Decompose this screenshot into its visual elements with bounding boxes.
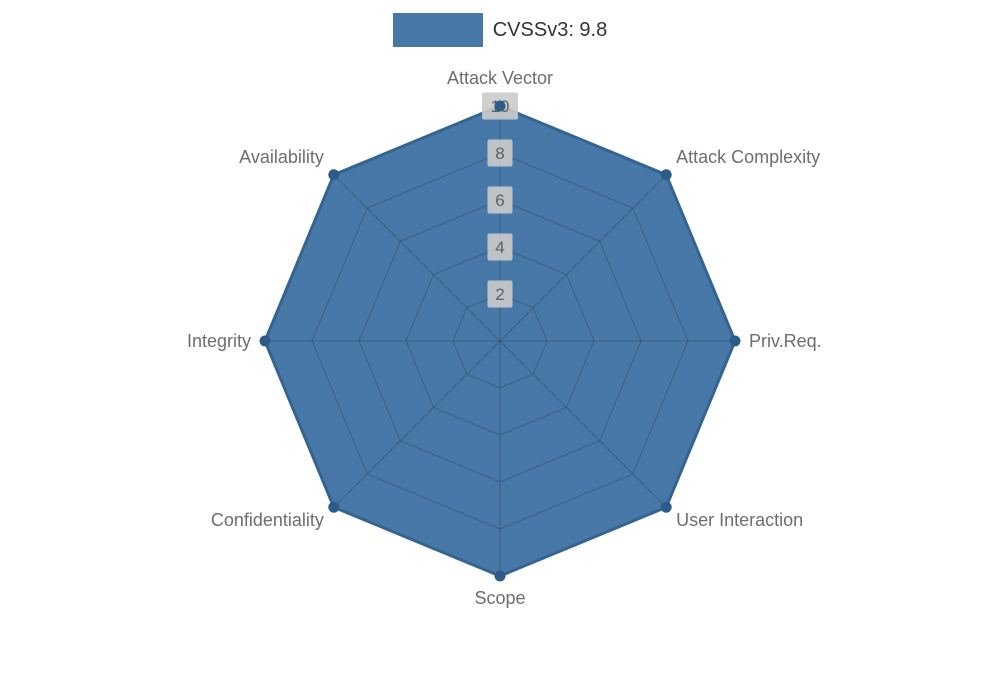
grid-ring bbox=[452, 293, 548, 389]
axis-label-scope: Scope bbox=[474, 588, 525, 608]
grid-spoke bbox=[499, 340, 667, 508]
grid-ring bbox=[358, 199, 642, 483]
legend-label: CVSSv3: 9.8 bbox=[492, 18, 608, 41]
legend-swatch bbox=[392, 13, 483, 47]
grid-spoke bbox=[333, 174, 501, 342]
vertex-dot bbox=[729, 335, 741, 347]
axis-label-attack-vector: Attack Vector bbox=[447, 68, 553, 88]
vertex-dot bbox=[328, 169, 340, 181]
tick-label-bg bbox=[487, 280, 513, 308]
axis-label-user-interaction: User Interaction bbox=[676, 510, 803, 530]
tick-label-bg bbox=[487, 139, 513, 167]
grid-ring bbox=[311, 152, 689, 530]
grid-spoke bbox=[499, 174, 667, 342]
tick-label: 4 bbox=[495, 238, 504, 257]
tick-label: 2 bbox=[495, 285, 504, 304]
vertex-dot bbox=[494, 100, 506, 112]
axis-label-confidentiality: Confidentiality bbox=[211, 510, 324, 530]
axis-label-availability: Availability bbox=[239, 147, 324, 167]
vertex-dot bbox=[328, 501, 340, 513]
tick-label: 8 bbox=[495, 144, 504, 163]
tick-label-bg bbox=[487, 233, 513, 261]
radar-series-fill bbox=[265, 106, 735, 576]
grid-ring bbox=[405, 246, 595, 436]
legend: CVSSv3: 9.8 bbox=[0, 13, 1000, 47]
axis-label-attack-complexity: Attack Complexity bbox=[676, 147, 820, 167]
tick-label-bg bbox=[487, 186, 513, 214]
axis-label-integrity: Integrity bbox=[187, 331, 251, 351]
vertex-dot bbox=[660, 501, 672, 513]
vertex-dot bbox=[494, 570, 506, 582]
vertex-dot bbox=[660, 169, 672, 181]
axis-label-priv-req: Priv.Req. bbox=[749, 331, 822, 351]
tick-label: 6 bbox=[495, 191, 504, 210]
vertex-dot bbox=[259, 335, 271, 347]
grid-spoke bbox=[333, 340, 501, 508]
